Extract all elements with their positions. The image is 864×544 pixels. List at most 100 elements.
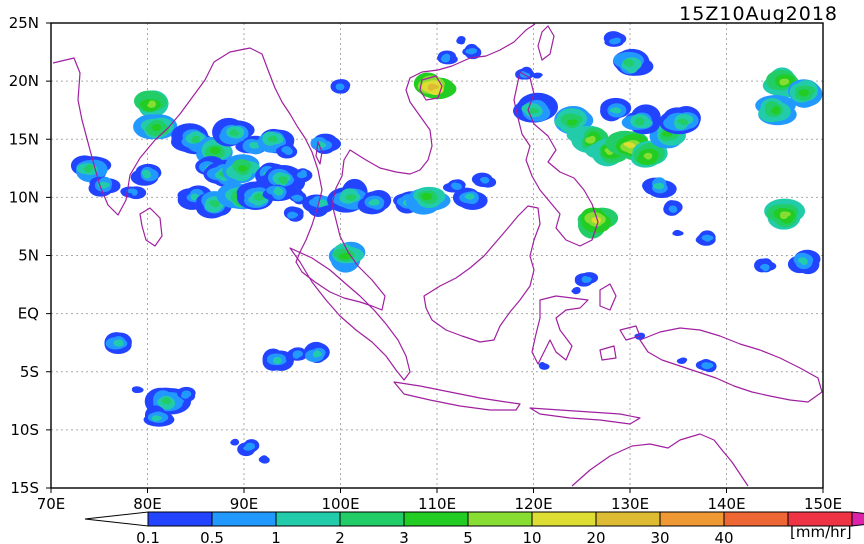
rain-cell — [236, 181, 275, 211]
colorbar-segment — [147, 511, 213, 527]
rain-blob — [467, 48, 476, 55]
rain-cell — [406, 186, 451, 215]
colorbar-label: 1 — [271, 529, 281, 544]
rain-blob — [346, 194, 357, 200]
rain-blob — [428, 84, 439, 90]
colorbar-segment — [339, 511, 405, 527]
lat-label: 20N — [9, 72, 39, 90]
rain-cell — [176, 386, 196, 402]
rain-cell — [754, 258, 777, 273]
colorbar-segment — [211, 511, 277, 527]
rain-blob — [703, 234, 712, 242]
rain-cell — [104, 332, 132, 355]
rain-blob — [151, 415, 160, 422]
rain-blob — [443, 53, 451, 60]
rain-blob — [634, 119, 644, 126]
rain-cell — [603, 31, 627, 47]
rain-cell — [532, 72, 543, 79]
map-area — [50, 22, 824, 489]
coast-maluku — [599, 283, 641, 361]
lat-label: EQ — [18, 305, 39, 323]
longitude-labels: 70E 80E 90E 100E 110E 120E 130E 140E 150E — [37, 488, 842, 513]
rain-cell — [237, 439, 260, 457]
rain-cell — [292, 168, 313, 183]
rain-blob — [113, 339, 123, 346]
rain-cell — [303, 341, 330, 364]
rain-cell — [120, 186, 147, 200]
lon-label: 110E — [418, 495, 456, 513]
rain-cell — [88, 176, 121, 197]
rain-blob — [581, 276, 589, 283]
lon-label: 80E — [133, 495, 162, 513]
colorbar-label: 10 — [522, 529, 541, 544]
rain-blob — [335, 83, 345, 91]
rain-blob — [422, 193, 433, 201]
rain-blob — [539, 363, 550, 370]
rain-cell — [283, 206, 304, 222]
rain-blob — [457, 38, 466, 45]
latitude-labels: 25N 20N 15N 10N 5N EQ 5S 10S 15S — [9, 14, 51, 497]
rain-blob — [259, 456, 270, 464]
rain-blob — [652, 183, 664, 189]
rain-cell — [600, 97, 632, 122]
lon-label: 140E — [707, 495, 745, 513]
colorbar-label: 0.1 — [136, 529, 160, 544]
rain-cell — [330, 79, 351, 94]
rain-blob — [317, 199, 328, 207]
rain-cell — [230, 438, 240, 446]
rain-blob — [591, 216, 602, 224]
coast-srilanka — [139, 207, 163, 247]
rain-cell — [571, 286, 581, 295]
colorbar-under-triangle — [84, 511, 149, 527]
lon-label: 130E — [611, 495, 649, 513]
rain-blob — [531, 108, 538, 114]
lat-label: 15S — [10, 479, 39, 497]
rain-blob — [291, 195, 302, 200]
rain-blob — [299, 173, 308, 178]
lon-label: 100E — [321, 495, 359, 513]
rain-blob — [572, 287, 580, 295]
rain-cell — [212, 117, 255, 147]
coast-java — [393, 381, 521, 411]
rain-cell — [143, 405, 175, 427]
colorbar-label: 20 — [586, 529, 605, 544]
rain-blob — [147, 102, 156, 108]
colorbar-label: 5 — [463, 529, 473, 544]
colorbar-label: 2 — [335, 529, 345, 544]
lon-label: 90E — [230, 495, 259, 513]
colorbar-segment — [531, 511, 597, 527]
rain-blob — [368, 200, 378, 206]
rain-blob — [313, 351, 322, 357]
rain-cell — [642, 177, 677, 199]
rain-cell — [787, 79, 823, 108]
coast-newguinea — [639, 327, 823, 403]
rain-cell — [613, 48, 654, 76]
lat-label: 10N — [9, 188, 39, 206]
rain-blob — [780, 211, 788, 217]
rain-blob — [608, 38, 620, 45]
rain-cell — [658, 106, 701, 135]
rain-cell — [574, 272, 599, 287]
rain-cell — [275, 143, 298, 159]
rain-cell — [442, 179, 466, 193]
rain-blob — [253, 194, 262, 200]
rain-cell — [144, 387, 192, 416]
rain-cells — [70, 31, 823, 464]
rain-cell — [755, 95, 797, 126]
rain-blob — [269, 137, 278, 142]
rain-cell — [695, 230, 716, 246]
rain-blob — [672, 230, 682, 236]
rain-cell — [762, 67, 801, 98]
rain-blob — [154, 123, 161, 132]
rain-cell — [621, 104, 661, 135]
rain-cell — [258, 455, 270, 464]
colorbar-segment — [403, 511, 469, 527]
rain-cell — [456, 35, 466, 45]
rain-blob — [623, 58, 634, 67]
rain-blob — [781, 78, 790, 85]
rain-blob — [678, 358, 685, 364]
colorbar-label: 40 — [714, 529, 733, 544]
rain-cell — [764, 198, 806, 230]
map-title: 15Z10Aug2018 — [679, 3, 838, 25]
rain-blob — [770, 108, 780, 114]
